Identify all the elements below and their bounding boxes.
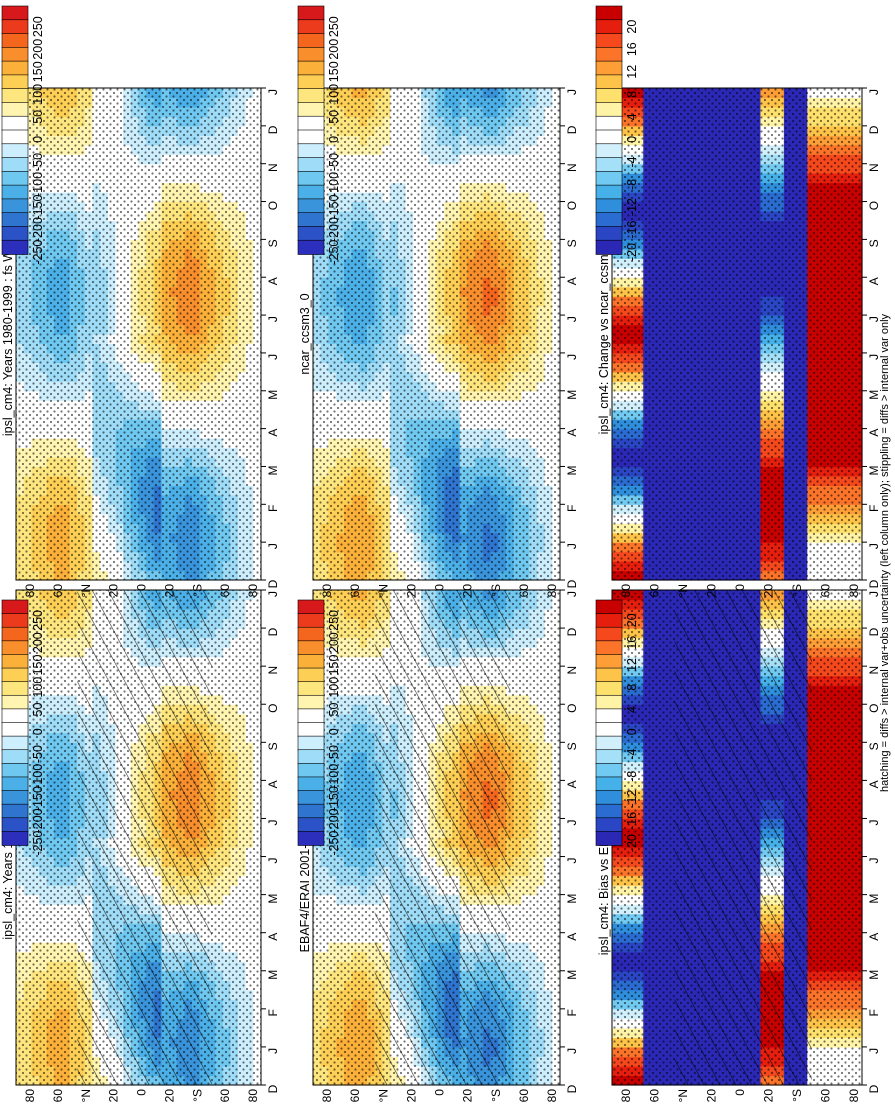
month-tick-label: S bbox=[266, 742, 280, 750]
month-tick-label: A bbox=[266, 780, 280, 788]
month-tick-label: M bbox=[565, 894, 579, 904]
lat-tick-label: 20 bbox=[107, 1089, 121, 1103]
lat-tick-label: °N bbox=[376, 1089, 390, 1102]
month-tick-label: N bbox=[565, 666, 579, 675]
lat-tick-label: 60 bbox=[348, 1089, 362, 1103]
month-tick-label: O bbox=[266, 704, 280, 713]
lat-tick-label: °S bbox=[489, 1089, 503, 1102]
month-tick-label: N bbox=[266, 666, 280, 675]
month-tick-label: M bbox=[266, 894, 280, 904]
month-tick-label: J bbox=[565, 819, 579, 825]
lat-tick-label: 0 bbox=[433, 1089, 447, 1096]
month-tick-label: J bbox=[266, 1048, 280, 1054]
month-tick-label: M bbox=[565, 970, 579, 980]
month-tick-label: D bbox=[266, 1084, 280, 1093]
lat-tick-label: 80 bbox=[23, 1089, 37, 1103]
lat-tick-label: 20 bbox=[162, 1089, 176, 1103]
lat-tick-label: 60 bbox=[517, 1089, 531, 1103]
lat-tick-label: 80 bbox=[545, 1089, 559, 1103]
panel-left-top: 8060°N20020°S6080DJFMAMJJASONDJipsl_cm4:… bbox=[1, 589, 280, 1103]
month-tick-label: O bbox=[565, 704, 579, 713]
lat-tick-label: 60 bbox=[218, 1089, 232, 1103]
month-tick-label: J bbox=[266, 858, 280, 864]
month-tick-label: J bbox=[565, 858, 579, 864]
panel-left-bottom: 8060°N20020°S6080DJFMAMJJASONDJipsl_cm4:… bbox=[597, 589, 881, 1102]
hatching-overlay bbox=[77, 590, 212, 1085]
month-tick-label: J bbox=[266, 819, 280, 825]
month-tick-label: J bbox=[565, 591, 579, 597]
month-tick-label: J bbox=[565, 1048, 579, 1054]
lat-tick-label: 20 bbox=[461, 1089, 475, 1103]
month-tick-label: D bbox=[565, 627, 579, 636]
month-tick-label: F bbox=[565, 1009, 579, 1016]
lat-tick-label: 80 bbox=[320, 1089, 334, 1103]
month-tick-label: J bbox=[266, 591, 280, 597]
hatching-overlay bbox=[374, 590, 511, 1085]
month-tick-label: D bbox=[266, 627, 280, 636]
month-tick-label: S bbox=[565, 742, 579, 750]
lat-tick-label: 0 bbox=[135, 1089, 149, 1096]
month-tick-label: F bbox=[266, 1009, 280, 1016]
month-tick-label: A bbox=[565, 780, 579, 788]
lat-tick-label: 80 bbox=[246, 1089, 260, 1103]
month-tick-label: D bbox=[565, 1084, 579, 1093]
lat-tick-label: °S bbox=[190, 1089, 204, 1102]
lat-tick-label: 20 bbox=[404, 1089, 418, 1103]
panel-left-middle: 8060°N20020°S6080DJFMAMJJASONDJEBAF4/ERA… bbox=[298, 589, 579, 1103]
month-tick-label: M bbox=[266, 970, 280, 980]
lat-tick-label: 60 bbox=[51, 1089, 65, 1103]
month-tick-label: A bbox=[565, 933, 579, 941]
month-tick-label: A bbox=[266, 933, 280, 941]
lat-tick-label: °N bbox=[79, 1089, 93, 1102]
